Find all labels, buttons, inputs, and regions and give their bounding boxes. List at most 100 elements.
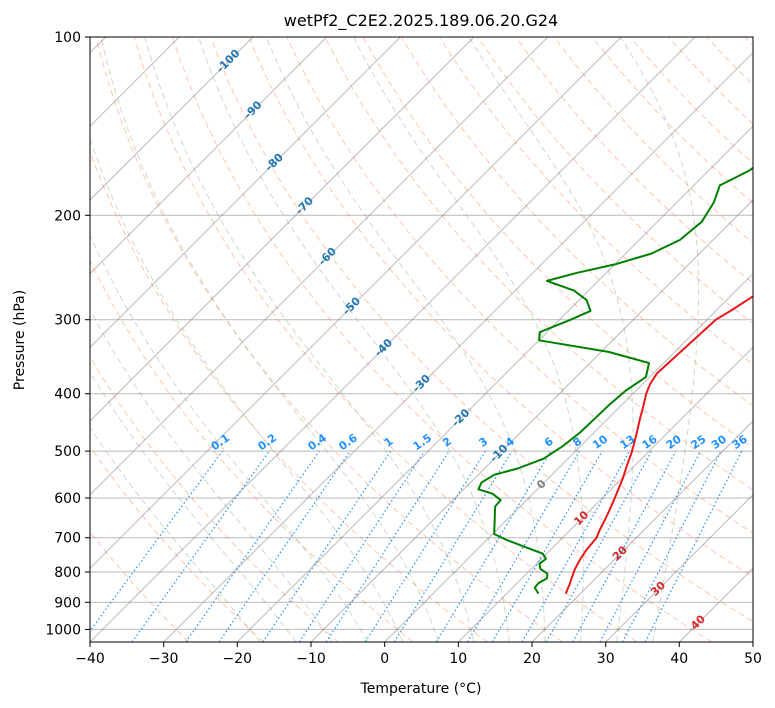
moist-adiabat-line bbox=[198, 37, 510, 642]
dry-adiabats bbox=[90, 37, 753, 642]
moist-adiabat-line bbox=[90, 136, 404, 642]
mixing-ratio-line bbox=[466, 450, 580, 642]
dry-adiabat-line bbox=[90, 356, 339, 642]
mixing-ratio-label: 1 bbox=[382, 435, 396, 450]
isotherm-line bbox=[90, 37, 475, 422]
mixing-ratio-label: 8 bbox=[571, 435, 585, 450]
y-tick-label: 100 bbox=[54, 30, 81, 46]
mixing-ratio-label: 6 bbox=[542, 435, 556, 450]
y-tick-label: 900 bbox=[54, 595, 81, 611]
dry-adiabat-line bbox=[90, 445, 264, 642]
dry-adiabat-line bbox=[95, 37, 563, 642]
mixing-ratio-label: 1.5 bbox=[411, 431, 434, 453]
mixing-ratio-line bbox=[90, 450, 223, 632]
dry-adiabat-line bbox=[90, 150, 488, 642]
mixing-ratio-line bbox=[325, 450, 450, 642]
temperature-trace bbox=[564, 295, 753, 594]
x-tick-label: 50 bbox=[744, 651, 762, 667]
x-tick-label: 10 bbox=[449, 651, 467, 667]
y-tick-label: 200 bbox=[54, 208, 81, 224]
x-tick-label: −40 bbox=[75, 651, 105, 667]
mixing-ratio-label: 10 bbox=[590, 432, 610, 452]
moist-adiabat-line bbox=[620, 37, 700, 642]
sounding-traces bbox=[477, 166, 753, 595]
dry-adiabat-line bbox=[668, 37, 753, 125]
dry-adiabat-line bbox=[133, 37, 638, 642]
chart-title: wetPf2_C2E2.2025.189.06.20.G24 bbox=[284, 11, 558, 31]
mixing-ratio-label: 36 bbox=[730, 432, 750, 452]
mixing-ratio-label: 3 bbox=[477, 435, 491, 450]
dry-adiabat-line bbox=[515, 37, 753, 284]
plot-area: -100-90-80-70-60-50-40-30-20-10010203040… bbox=[90, 37, 753, 642]
y-tick-label: 300 bbox=[54, 313, 81, 329]
x-tick-label: −20 bbox=[223, 651, 253, 667]
moist-adiabat-line bbox=[90, 371, 297, 642]
mixing-ratio-label: 16 bbox=[640, 432, 660, 452]
mixing-ratio-line bbox=[545, 450, 653, 642]
moist-adiabat-line bbox=[265, 37, 546, 642]
y-tick-label: 400 bbox=[54, 387, 81, 403]
moist-adiabat-line bbox=[90, 308, 333, 642]
isotherm-line bbox=[90, 37, 549, 496]
mixing-ratio-line bbox=[491, 450, 603, 642]
x-axis: −40 −30 −20 −10 0 10 20 30 40 50 bbox=[75, 642, 762, 667]
moist-adiabat-line bbox=[468, 37, 634, 642]
mixing-ratio-line bbox=[218, 450, 351, 642]
isotherm-line bbox=[310, 199, 753, 642]
y-tick-label: 1000 bbox=[45, 622, 81, 638]
pressure-gridlines bbox=[90, 37, 753, 630]
isotherm-line bbox=[531, 420, 753, 642]
isotherm-line bbox=[90, 37, 254, 201]
moist-adiabat-line bbox=[100, 37, 439, 642]
y-axis-label: Pressure (hPa) bbox=[12, 290, 28, 390]
x-tick-label: 0 bbox=[380, 651, 389, 667]
x-tick-label: −10 bbox=[296, 651, 326, 667]
x-tick-label: 40 bbox=[670, 651, 688, 667]
isotherm-line bbox=[384, 272, 753, 642]
dry-adiabat-line bbox=[706, 37, 753, 86]
dry-adiabat-line bbox=[286, 37, 753, 534]
dry-adiabat-line bbox=[744, 37, 753, 47]
dry-adiabat-line bbox=[248, 37, 753, 578]
dry-adiabat-line bbox=[324, 37, 753, 491]
mixing-ratio-line bbox=[393, 450, 513, 642]
isotherm-line bbox=[605, 493, 753, 642]
mixing-ratio-label: 30 bbox=[709, 432, 729, 452]
mixing-ratio-line bbox=[298, 450, 425, 642]
mixing-ratio-line bbox=[262, 450, 392, 642]
isotherm-line bbox=[90, 37, 328, 275]
mixing-ratio-line bbox=[572, 450, 677, 642]
dry-adiabat-line bbox=[90, 259, 414, 642]
plot-frame bbox=[89, 36, 754, 643]
mixing-ratio-lines bbox=[90, 450, 743, 642]
y-tick-label: 500 bbox=[54, 444, 81, 460]
isotherm-label: -60 bbox=[316, 245, 339, 268]
dry-adiabat-line bbox=[90, 531, 190, 642]
x-tick-label: −30 bbox=[149, 651, 179, 667]
dry-adiabat-line bbox=[171, 37, 712, 642]
isotherm-line bbox=[457, 346, 753, 642]
dry-adiabat-line bbox=[438, 37, 753, 366]
mixing-ratio-line bbox=[185, 450, 320, 642]
y-tick-label: 700 bbox=[54, 531, 81, 547]
x-axis-label: Temperature (°C) bbox=[360, 681, 482, 697]
mixing-ratio-label: 0.1 bbox=[209, 431, 232, 453]
mixing-ratio-line bbox=[364, 450, 486, 642]
y-tick-label: 600 bbox=[54, 491, 81, 507]
mixing-ratio-label: 20 bbox=[664, 432, 684, 452]
dry-adiabat-line bbox=[210, 37, 753, 623]
isotherm-line bbox=[90, 37, 401, 349]
isotherm-line bbox=[752, 641, 753, 642]
isotherm-line bbox=[163, 51, 753, 642]
isotherm-line bbox=[90, 37, 622, 570]
dewpoint-trace bbox=[477, 166, 753, 595]
moist-adiabat-line bbox=[90, 233, 369, 642]
mixing-ratio-line bbox=[599, 450, 702, 642]
x-tick-label: 30 bbox=[597, 651, 615, 667]
y-tick-label: 800 bbox=[54, 565, 81, 581]
isotherm-line bbox=[90, 37, 696, 642]
moist-adiabat-line bbox=[144, 37, 475, 642]
moist-adiabat-line bbox=[90, 426, 261, 642]
moist-adiabat-line bbox=[353, 37, 584, 642]
